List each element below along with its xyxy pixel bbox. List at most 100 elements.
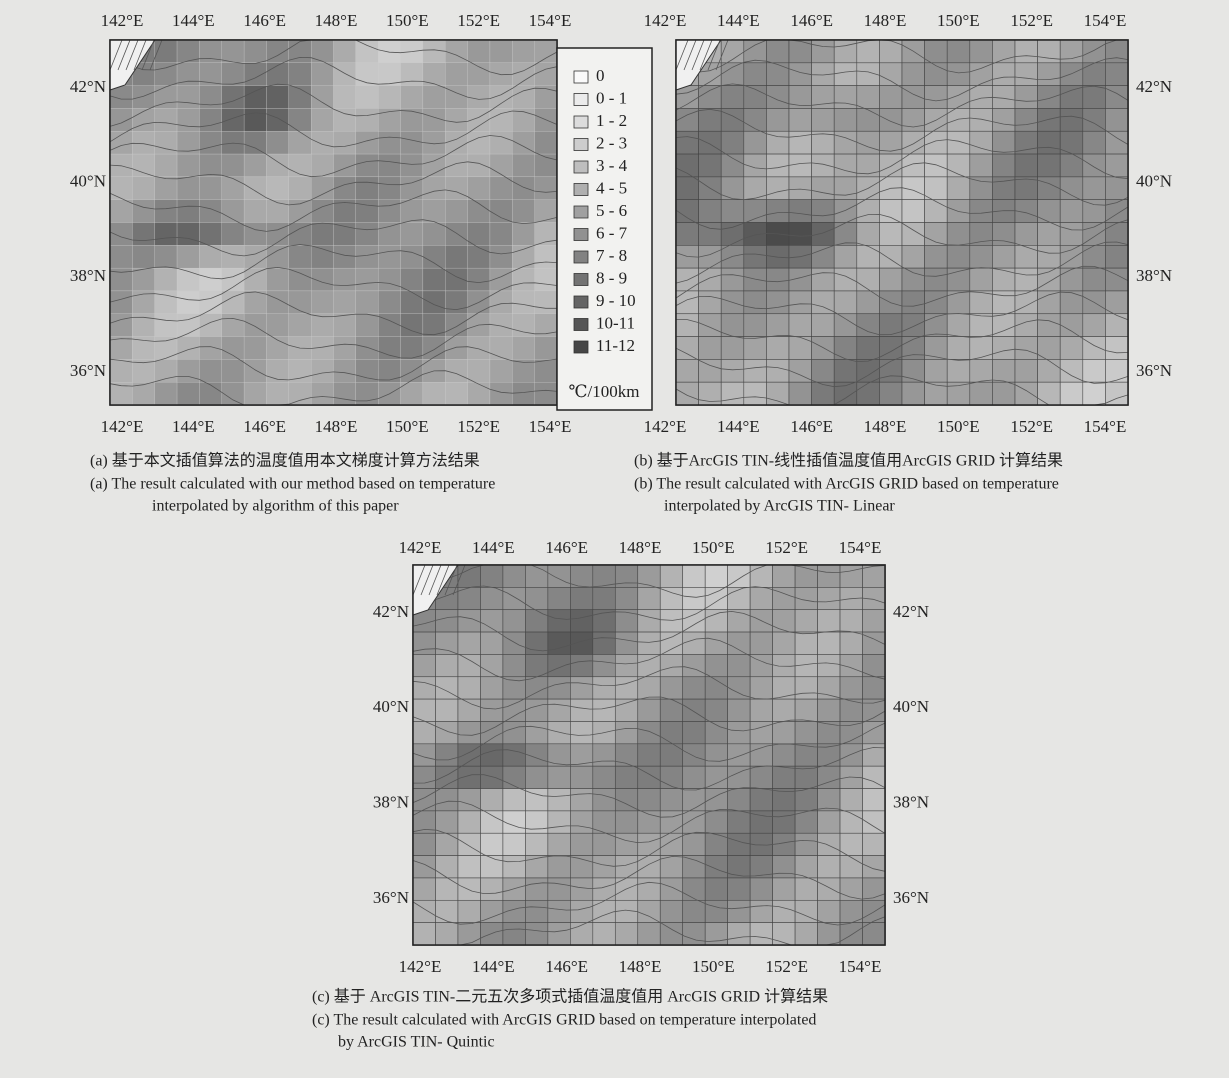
grid-cell	[833, 267, 858, 292]
grid-cell	[704, 810, 728, 834]
grid-cell	[1105, 313, 1129, 337]
grid-cell	[879, 199, 903, 223]
grid-cell	[749, 587, 773, 611]
grid-cell	[310, 39, 334, 63]
lon-label: 148°E	[619, 538, 662, 557]
grid-cell	[856, 130, 880, 155]
grid-cell	[924, 153, 948, 178]
lon-label: 146°E	[243, 417, 286, 436]
grid-cell	[400, 131, 424, 155]
grid-cell	[512, 382, 535, 406]
grid-cell	[266, 245, 289, 269]
grid-cell	[400, 267, 424, 292]
grid-cell	[817, 810, 841, 834]
lat-label: 38°N	[70, 266, 106, 285]
grid-cell	[176, 85, 200, 109]
grid-cell	[176, 222, 200, 246]
grid-cell	[412, 765, 436, 789]
grid-cell	[547, 676, 571, 700]
grid-cell	[879, 108, 903, 132]
grid-cell	[788, 153, 812, 178]
legend-box	[556, 47, 653, 411]
lon-label: 146°E	[545, 538, 588, 557]
grid-cell	[901, 108, 925, 132]
grid-cell	[176, 108, 200, 132]
grid-cell	[614, 788, 639, 812]
grid-cell	[132, 199, 155, 223]
grid-cell	[154, 222, 178, 246]
lon-label: 148°E	[315, 417, 358, 436]
grid-cell	[704, 698, 728, 722]
grid-cell	[457, 832, 481, 856]
contour-line	[412, 828, 886, 872]
grid-cell	[704, 743, 728, 767]
grid-cell	[1059, 267, 1084, 292]
grid-cell	[682, 877, 706, 901]
hatch-line	[683, 39, 697, 71]
grid-cell	[457, 922, 481, 946]
grid-cell	[221, 108, 245, 132]
grid-cell	[946, 313, 971, 337]
grid-cell	[1037, 39, 1061, 64]
grid-cell	[525, 810, 549, 834]
grid-cell	[570, 587, 594, 611]
grid-cell	[489, 199, 513, 223]
grid-cell	[839, 743, 863, 767]
grid-cell	[992, 359, 1016, 383]
grid-cell	[1037, 359, 1061, 383]
grid-cell	[288, 313, 312, 337]
grid-cell	[946, 62, 971, 86]
grid-cell	[862, 788, 886, 812]
grid-cell	[547, 564, 571, 588]
lon-label: 154°E	[839, 957, 882, 976]
grid-cell	[811, 199, 835, 223]
grid-cell	[675, 130, 699, 155]
grid-cell	[839, 899, 863, 923]
contour-line	[675, 57, 1129, 102]
grid-cell	[743, 313, 767, 337]
grid-cell	[243, 313, 267, 337]
grid-cell	[467, 153, 491, 178]
grid-cell	[901, 62, 925, 86]
grid-cell	[243, 222, 267, 246]
grid-cell	[412, 743, 436, 767]
grid-cell	[154, 267, 178, 292]
grid-cell	[614, 698, 639, 722]
grid-cell	[856, 245, 880, 269]
grid-cell	[547, 721, 571, 745]
grid-cell	[512, 39, 535, 63]
hatch-line	[141, 39, 155, 71]
grid-cell	[547, 922, 571, 946]
legend-label: 0 - 1	[596, 88, 627, 107]
grid-cell	[221, 222, 245, 246]
grid-cell	[788, 290, 812, 315]
grid-cell	[862, 765, 886, 789]
legend: 0 0 - 1 1 - 2 2 - 3 3 - 4 4 - 5 5 - 6 6 - 7 7 - …	[556, 47, 653, 411]
grid-cell	[811, 153, 835, 178]
grid-cell	[682, 721, 706, 745]
grid-cell	[221, 359, 245, 383]
grid-cell	[720, 153, 745, 178]
grid-cell	[355, 85, 379, 109]
grid-cell	[1105, 153, 1129, 178]
contour-line	[109, 266, 558, 311]
grid-cell	[1105, 336, 1129, 360]
grid-cell	[682, 832, 706, 856]
grid-cell	[794, 810, 818, 834]
hatch-line	[436, 564, 450, 596]
grid-cell	[570, 810, 594, 834]
grid-cell	[199, 222, 222, 246]
grid-cell	[525, 899, 549, 923]
grid-cell	[422, 290, 446, 314]
grid-cell	[817, 877, 841, 901]
lon-label: 144°E	[717, 11, 760, 30]
grid-cell	[946, 176, 971, 200]
lon-label: 152°E	[765, 538, 808, 557]
grid-cell	[435, 810, 459, 834]
lon-label: 146°E	[790, 11, 833, 30]
grid-cell	[109, 313, 133, 337]
grid-cell	[794, 609, 818, 633]
grid-cell	[794, 832, 818, 856]
lon-label: 150°E	[692, 538, 735, 557]
grid-cell	[1059, 381, 1084, 406]
